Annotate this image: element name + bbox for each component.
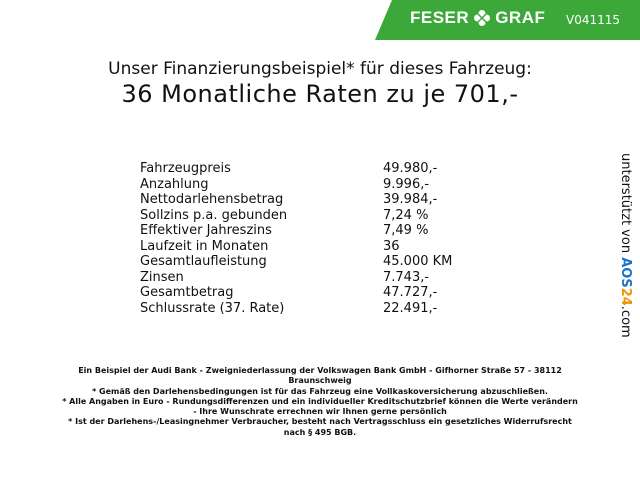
row-label: Fahrzeugpreis <box>140 161 231 176</box>
footer-line: - Ihre Wunschrate errechnen wir Ihnen ge… <box>193 407 447 417</box>
table-row: Zinsen 7.743,- <box>140 270 460 286</box>
row-label: Gesamtlaufleistung <box>140 254 267 269</box>
row-value: 39.984,- <box>383 192 438 207</box>
row-value: 47.727,- <box>383 285 438 300</box>
sidebar-text: unterstützt von <box>618 153 633 254</box>
vehicle-code: V041115 <box>566 13 621 27</box>
row-label: Anzahlung <box>140 176 209 192</box>
sidebar-text: .com <box>618 305 633 338</box>
row-label: Zinsen <box>140 269 184 285</box>
row-value: 9.996,- <box>383 176 430 192</box>
row-value: 7,24 % <box>383 207 429 223</box>
row-label: Effektiver Jahreszins <box>140 223 272 238</box>
brand-icon <box>474 10 491 26</box>
row-label: Nettodarlehensbetrag <box>140 192 284 207</box>
logo-text: AOS <box>618 257 633 288</box>
table-row: Anzahlung 9.996,- <box>140 177 460 193</box>
logo-text: 24 <box>618 287 633 306</box>
row-value: 49.980,- <box>383 161 438 176</box>
footer-line: * Alle Angaben in Euro - Rundungsdiffere… <box>62 396 578 406</box>
table-row: Fahrzeugpreis 49.980,- <box>140 161 460 177</box>
table-row: Schlussrate (37. Rate) 22.491,- <box>140 301 460 317</box>
footer-line: Braunschweig <box>288 376 352 386</box>
table-row: Gesamtlaufleistung 45.000 KM <box>140 254 460 270</box>
row-label: Laufzeit in Monaten <box>140 238 269 254</box>
sidebar-logo: AOS24 <box>618 257 633 306</box>
table-row: Gesamtbetrag 47.727,- <box>140 285 460 301</box>
table-row: Laufzeit in Monaten 36 <box>140 239 460 255</box>
finance-table: Fahrzeugpreis 49.980,- Anzahlung 9.996,- Net… <box>140 161 460 316</box>
row-label: Sollzins p.a. gebunden <box>140 207 288 223</box>
footer-line: * Ist der Darlehens-/Leasingnehmer Verbr… <box>68 417 572 427</box>
footer: Ein Beispiel der Audi Bank - Zweignieder… <box>20 366 620 438</box>
brand-logo: FESER GRAF <box>410 8 545 28</box>
footer-line: * Gemäß den Darlehensbedingungen ist für… <box>92 386 548 396</box>
footer-line: nach § 495 BGB. <box>283 427 357 437</box>
header-banner <box>375 0 640 40</box>
row-value: 7.743,- <box>383 269 430 285</box>
row-label: Gesamtbetrag <box>140 285 234 300</box>
banner-shape <box>375 0 640 40</box>
sidebar: unterstützt von AOS24.com <box>618 153 633 338</box>
row-label: Schlussrate (37. Rate) <box>140 300 285 316</box>
brand-text: GRAF <box>495 8 546 27</box>
table-row: Nettodarlehensbetrag 39.984,- <box>140 192 460 208</box>
row-value: 22.491,- <box>383 300 438 316</box>
row-value: 36 <box>383 238 400 254</box>
footer-line: Ein Beispiel der Audi Bank - Zweignieder… <box>78 366 562 375</box>
headline: 36 Monatliche Raten zu je 701,- <box>121 80 519 108</box>
brand-text: FESER <box>410 8 470 27</box>
row-value: 7,49 % <box>383 223 429 238</box>
table-row: Sollzins p.a. gebunden 7,24 % <box>140 208 460 224</box>
title: Unser Finanzierungsbeispiel* für dieses … <box>108 59 532 79</box>
table-row: Effektiver Jahreszins 7,49 % <box>140 223 460 239</box>
row-value: 45.000 KM <box>383 254 453 269</box>
